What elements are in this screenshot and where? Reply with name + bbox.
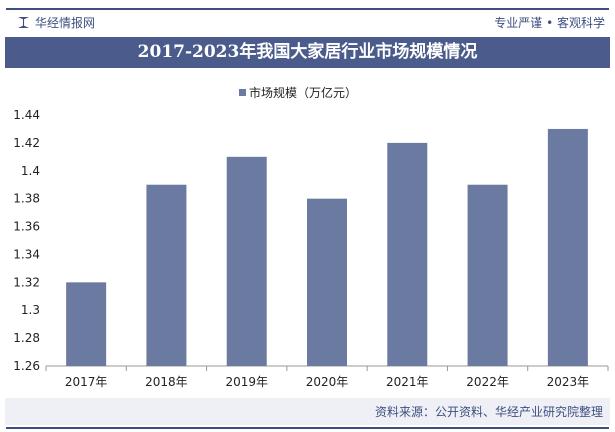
top-border <box>6 8 609 10</box>
bar-2018年 <box>146 184 187 366</box>
source-note: 资料来源：公开资料、华经产业研究院整理 <box>374 405 603 419</box>
logo-icon <box>18 17 29 28</box>
x-tick-label: 2023年 <box>547 375 590 389</box>
y-tick-label: 1.42 <box>13 136 40 150</box>
bar-2019年 <box>226 156 267 366</box>
legend-label: 市场规模（万亿元） <box>249 85 357 100</box>
chart-title: 2017-2023年我国大家居行业市场规模情况 <box>5 37 610 68</box>
y-tick-label: 1.34 <box>13 247 40 261</box>
bar-2017年 <box>66 282 107 366</box>
brand: 华经情报网 <box>18 14 95 31</box>
bar-2022年 <box>467 184 508 366</box>
y-tick-label: 1.32 <box>13 275 40 289</box>
x-tick-label: 2017年 <box>65 375 108 389</box>
legend-swatch <box>239 89 246 96</box>
bottom-border <box>6 427 609 429</box>
bar-2021年 <box>387 142 428 366</box>
slogan: 专业严谨 • 客观科学 <box>494 16 605 30</box>
x-tick-label: 2021年 <box>386 375 429 389</box>
y-tick-label: 1.26 <box>13 359 40 373</box>
x-tick-label: 2018年 <box>145 375 188 389</box>
y-tick-label: 1.3 <box>21 303 40 317</box>
bar-2020年 <box>307 198 347 366</box>
y-tick-label: 1.28 <box>13 331 40 345</box>
brand-name: 华经情报网 <box>35 16 96 30</box>
y-tick-label: 1.44 <box>13 108 40 122</box>
x-tick-label: 2020年 <box>306 375 349 389</box>
bar-2023年 <box>547 128 588 366</box>
footer-band <box>5 398 610 425</box>
x-tick-label: 2019年 <box>225 375 268 389</box>
y-tick-label: 1.36 <box>13 220 40 234</box>
y-tick-label: 1.38 <box>13 192 40 206</box>
x-tick-label: 2022年 <box>466 375 509 389</box>
y-tick-label: 1.4 <box>21 164 40 178</box>
